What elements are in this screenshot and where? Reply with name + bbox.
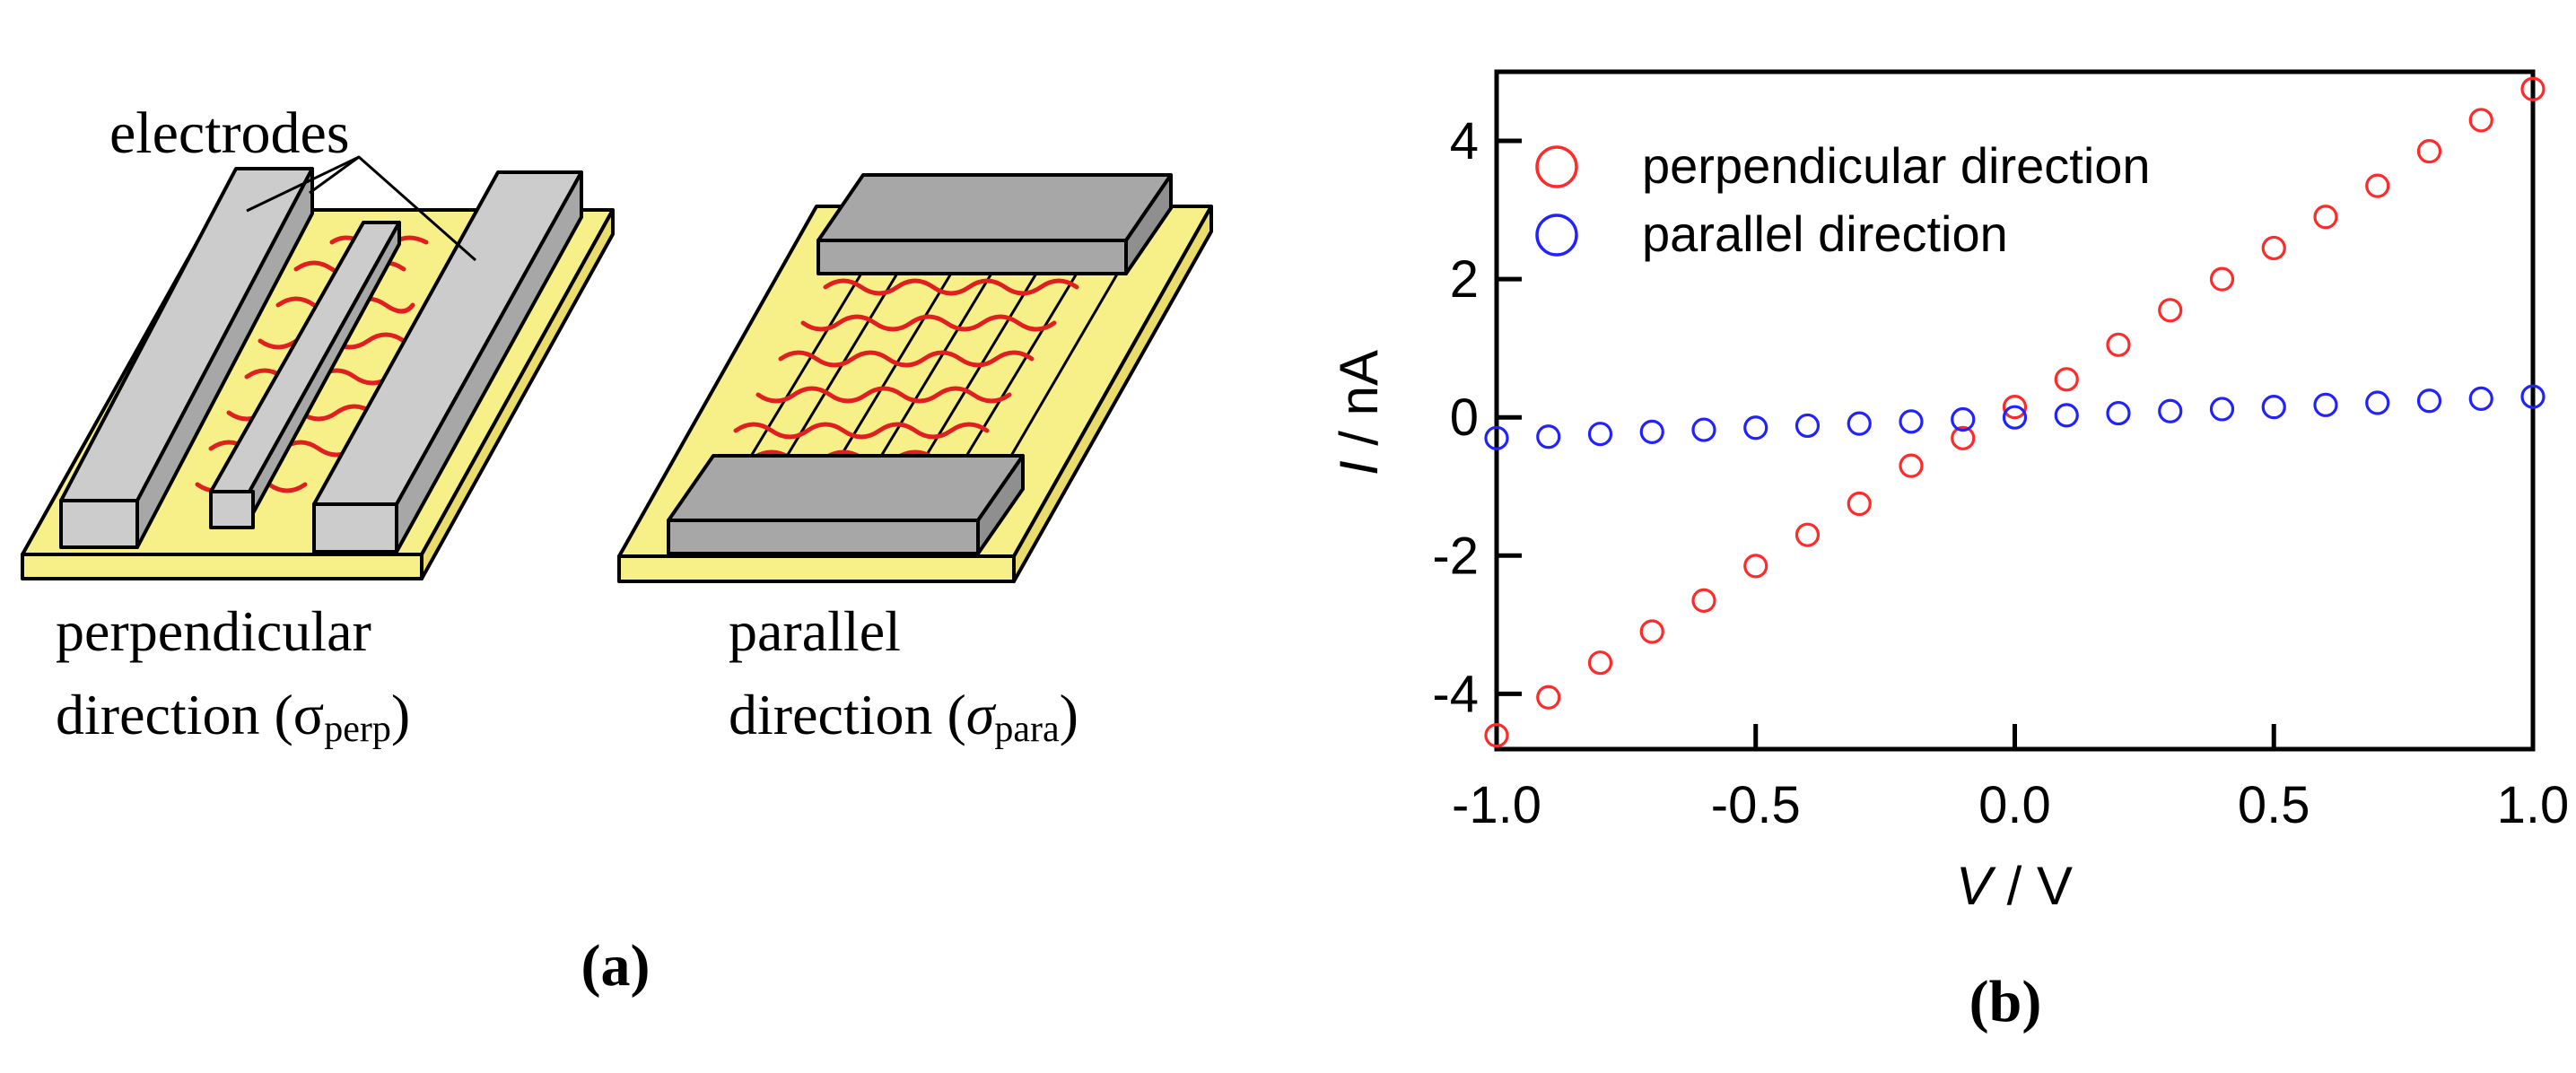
para-caption-line1: parallel: [729, 599, 901, 663]
perp-device: [21, 155, 615, 580]
data-point: [2468, 108, 2493, 133]
data-point: [1587, 650, 1613, 676]
x-axis-title: V / V: [1956, 856, 2073, 916]
x-tick-label: 1.0: [2497, 776, 2570, 834]
data-point: [1536, 424, 1561, 449]
data-point: [1639, 619, 1664, 644]
data-point: [1484, 722, 1509, 748]
data-point: [2261, 235, 2286, 261]
legend: perpendicular direction parallel directi…: [1535, 137, 2151, 262]
iv-chart: -1.0 -0.5 0.0 0.5 1.0 -4 -2 0 2 4 perpendicular …: [1329, 69, 2569, 1034]
data-point: [2520, 76, 2545, 101]
data-point: [1743, 415, 1768, 441]
panel-b-label: (b): [1969, 969, 2042, 1034]
electrodes-callout-line: [309, 155, 360, 195]
data-point: [1951, 425, 1976, 450]
data-point: [2261, 395, 2286, 420]
perp-electrode-right-front: [312, 502, 398, 554]
perp-caption-line2: direction (σperp): [56, 683, 410, 750]
para-substrate-front: [617, 554, 1016, 583]
para-electrode-back-front: [816, 239, 1128, 275]
y-tick-label: 2: [1450, 250, 1479, 309]
para-electrode-back-side: [1124, 173, 1173, 275]
para-device: [617, 173, 1213, 583]
perp-electrode-left-front: [59, 499, 139, 549]
y-axis-title: I / nA: [1329, 350, 1389, 475]
perp-substrate-side: [420, 208, 615, 580]
legend-label-para: parallel direction: [1642, 205, 2008, 262]
x-tick-label: -1.0: [1452, 776, 1541, 834]
perp-electrode-middle-front: [209, 490, 255, 529]
data-point: [2365, 390, 2390, 415]
data-point: [1847, 491, 1872, 517]
para-electrode-back-top: [816, 173, 1173, 242]
x-tick-label: -0.5: [1711, 776, 1801, 834]
series-perpendicular: [1484, 76, 2545, 748]
data-point: [2158, 398, 2183, 423]
data-point: [2365, 173, 2390, 198]
para-caption-line2: direction (σpara): [729, 683, 1078, 750]
panel-a-schematics: [21, 155, 1213, 583]
data-point: [1951, 406, 1976, 432]
data-point: [2054, 367, 2079, 392]
para-electrode-front-top: [667, 454, 1025, 522]
perp-substrate-front: [21, 553, 424, 580]
data-point: [2106, 400, 2131, 426]
data-point: [2158, 298, 2183, 323]
para-substrate-side: [1012, 205, 1213, 583]
perp-caption-line1: perpendicular: [56, 599, 371, 663]
data-point: [1484, 425, 1509, 450]
data-point: [2313, 205, 2338, 230]
data-point: [2054, 403, 2079, 428]
x-tick-label: 0.5: [2238, 776, 2310, 834]
data-point: [1587, 422, 1613, 447]
data-point: [1743, 554, 1768, 579]
legend-marker-perp: [1535, 145, 1578, 188]
data-point: [1794, 413, 1821, 439]
data-point: [1639, 419, 1664, 444]
para-electrode-front-side: [976, 454, 1025, 555]
data-point: [2468, 386, 2493, 412]
data-point: [2209, 266, 2235, 292]
data-point: [1691, 417, 1716, 442]
y-tick-label: -2: [1432, 527, 1479, 585]
series-parallel: [1484, 384, 2545, 450]
data-point: [2520, 384, 2545, 409]
data-point: [2416, 388, 2442, 414]
data-point: [2002, 405, 2028, 430]
y-tick-label: 0: [1450, 388, 1479, 447]
data-point: [1691, 588, 1716, 613]
legend-label-perp: perpendicular direction: [1642, 137, 2151, 194]
data-point: [1536, 685, 1561, 710]
data-point: [1847, 411, 1872, 436]
legend-marker-para: [1535, 214, 1578, 257]
panel-a-label: (a): [581, 933, 651, 999]
para-electrode-front-front: [667, 519, 980, 555]
y-tick-label: -4: [1432, 665, 1479, 723]
data-point: [1794, 522, 1821, 547]
para-fibers: [715, 278, 1079, 466]
data-point: [1899, 409, 1924, 434]
data-point: [2416, 138, 2442, 164]
para-strips: [743, 250, 1132, 467]
data-point: [2313, 392, 2338, 417]
panel-a-text: electrodes perpendicular direction (σper…: [56, 100, 1078, 999]
y-axis-ticks: -4 -2 0 2 4: [1432, 112, 1522, 723]
data-point: [2209, 397, 2235, 422]
data-points: [1484, 76, 2545, 748]
y-tick-label: 4: [1450, 112, 1479, 170]
data-point: [1899, 453, 1924, 478]
x-axis-ticks: -1.0 -0.5 0.0 0.5 1.0: [1452, 724, 2569, 834]
x-tick-label: 0.0: [1978, 776, 2051, 834]
data-point: [2002, 395, 2028, 420]
electrodes-label: electrodes: [109, 100, 350, 166]
data-point: [2106, 332, 2131, 357]
